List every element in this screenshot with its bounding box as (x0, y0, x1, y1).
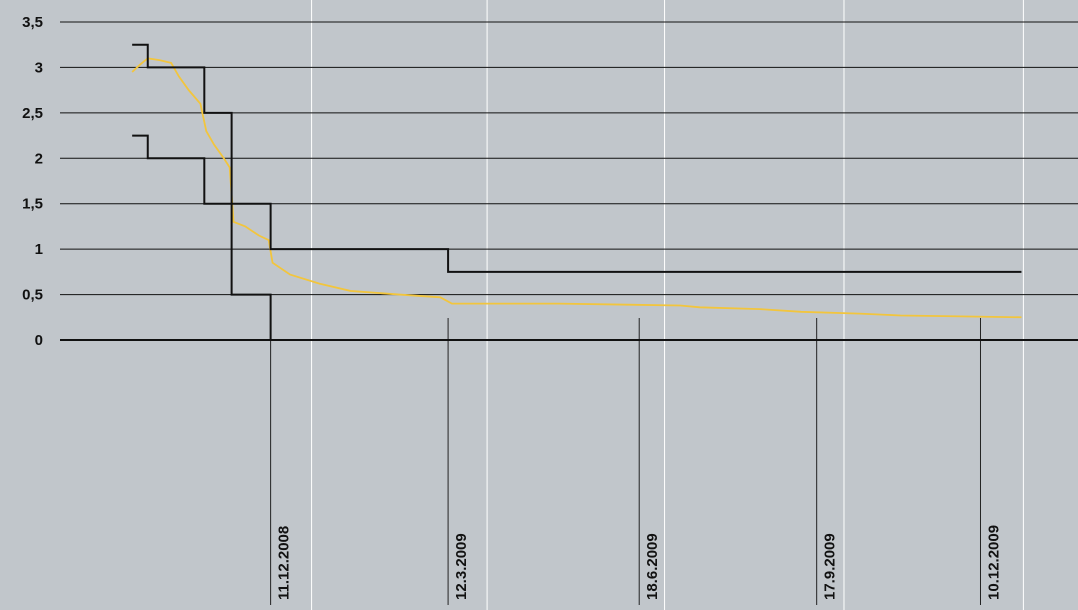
y-tick-label: 2 (35, 150, 43, 167)
x-tick-label: 17.9.2009 (822, 533, 839, 600)
series-line (132, 43, 1022, 273)
y-tick-label: 3 (35, 59, 43, 76)
y-tick-label: 3,5 (22, 14, 43, 31)
series-line (131, 57, 1022, 319)
y-tick-label: 0,5 (22, 287, 43, 304)
x-tick-label: 18.6.2009 (644, 533, 661, 600)
x-tick-label: 12.3.2009 (453, 533, 470, 600)
series-line (132, 134, 1022, 341)
x-tick-label: 11.12.2008 (276, 526, 293, 600)
y-tick-label: 1,5 (22, 196, 43, 213)
y-tick-label: 2,5 (22, 105, 43, 122)
y-tick-label: 1 (35, 241, 43, 258)
y-tick-label: 0 (35, 332, 43, 349)
x-tick-label: 10.12.2009 (985, 525, 1002, 600)
